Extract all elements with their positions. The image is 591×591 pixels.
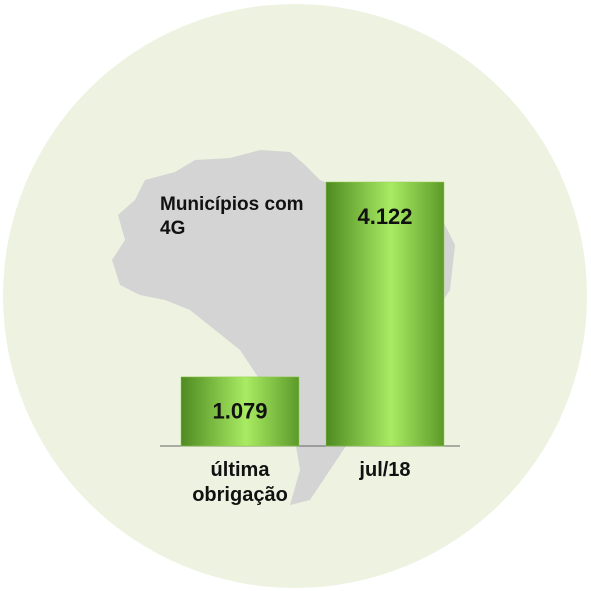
x-tick-label: última obrigação [192, 459, 288, 506]
value-label: 1.079 [212, 399, 267, 424]
value-label: 4.122 [357, 204, 412, 229]
bar [180, 376, 300, 447]
x-tick-label: jul/18 [359, 459, 411, 481]
chart-title: Municípios com 4G [160, 194, 304, 239]
bar [325, 181, 445, 447]
